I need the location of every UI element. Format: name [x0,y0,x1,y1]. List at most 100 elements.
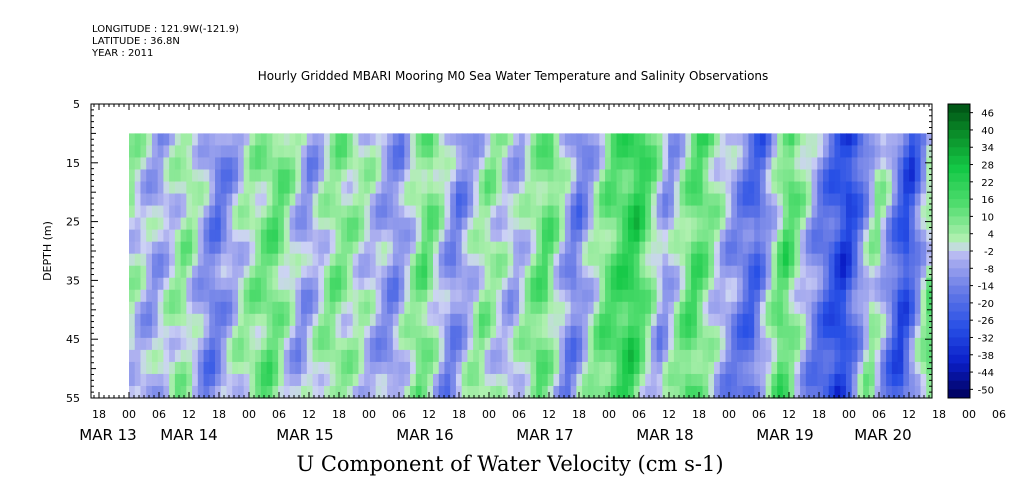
heatmap-cell [289,361,296,375]
heatmap-cell [633,289,641,303]
heatmap-cell [714,205,721,219]
heatmap-cell [134,337,142,351]
heatmap-cell [754,385,761,399]
heatmap-cell [880,169,887,183]
heatmap-cell [421,337,428,351]
heatmap-cell [840,289,847,303]
heatmap-cell [220,373,228,387]
heatmap-cell [450,361,457,375]
heatmap-cell [129,193,136,207]
heatmap-cell [341,385,348,399]
heatmap-cell [278,265,285,279]
heatmap-cell [387,133,394,147]
x-tick-label: 18 [692,408,706,421]
heatmap-cell [134,325,142,339]
heatmap-cell [490,193,497,207]
heatmap-cell [169,349,176,363]
heatmap-cell [633,277,641,291]
heatmap-cell [306,217,314,231]
heatmap-cell [369,337,377,351]
heatmap-cell [714,277,721,291]
heatmap-cell [639,337,646,351]
heatmap-cell [759,385,767,399]
heatmap-cell [576,217,583,231]
heatmap-cell [616,373,623,387]
heatmap-cell [272,133,279,147]
heatmap-cell [432,169,440,183]
heatmap-cell [541,361,549,375]
heatmap-cell [215,349,222,363]
heatmap-cell [914,253,922,267]
heatmap-cell [691,169,698,183]
heatmap-cell [863,145,870,159]
heatmap-cell [215,385,222,399]
heatmap-cell [605,385,612,399]
heatmap-cell [278,325,285,339]
heatmap-cell [473,193,480,207]
heatmap-cell [197,169,205,183]
heatmap-cell [134,193,142,207]
heatmap-cell [249,349,256,363]
colorbar-label: -32 [978,333,994,344]
heatmap-cell [249,301,256,315]
heatmap-cell [828,205,836,219]
heatmap-cell [926,265,933,279]
heatmap-cell [341,133,348,147]
heatmap-cell [140,181,147,195]
heatmap-cell [679,265,686,279]
heatmap-cell [530,301,537,315]
heatmap-cell [306,241,314,255]
heatmap-cell [157,301,165,315]
heatmap-cell [473,157,480,171]
heatmap-cell [771,241,778,255]
heatmap-cell [650,373,658,387]
heatmap-cell [914,229,922,243]
heatmap-cell [507,325,514,339]
heatmap-cell [324,361,331,375]
heatmap-cell [249,313,256,327]
heatmap-cell [696,205,704,219]
heatmap-cell [335,241,342,255]
heatmap-cell [633,241,641,255]
heatmap-cell [146,181,153,195]
heatmap-cell [891,241,899,255]
heatmap-cell [605,313,612,327]
heatmap-cell [845,289,853,303]
heatmap-cell [840,253,847,267]
heatmap-cell [369,361,377,375]
heatmap-cell [461,145,469,159]
heatmap-cell [759,325,767,339]
heatmap-cell [714,169,721,183]
heatmap-cell [530,337,537,351]
heatmap-cell [186,385,193,399]
heatmap-cell [840,277,847,291]
heatmap-cell [237,289,245,303]
heatmap-cell [151,349,159,363]
heatmap-cell [301,193,308,207]
heatmap-cell [438,217,446,231]
heatmap-cell [777,265,784,279]
heatmap-cell [817,193,824,207]
heatmap-cell [220,277,228,291]
heatmap-cell [909,145,916,159]
heatmap-cell [289,289,296,303]
heatmap-cell [180,169,187,183]
heatmap-cell [828,385,836,399]
heatmap-cell [926,277,933,291]
heatmap-cell [180,133,187,147]
heatmap-cell [857,361,864,375]
heatmap-cell [352,241,360,255]
heatmap-cell [541,337,549,351]
heatmap-cell [226,301,233,315]
heatmap-cell [358,241,365,255]
heatmap-cell [794,277,801,291]
heatmap-cell [817,253,824,267]
colorbar-segment [948,129,970,140]
heatmap-cell [564,193,572,207]
heatmap-cell [691,229,698,243]
heatmap-cell [329,205,337,219]
heatmap-cell [673,265,681,279]
heatmap-cell [278,289,285,303]
heatmap-cell [312,349,319,363]
heatmap-cell [283,241,291,255]
